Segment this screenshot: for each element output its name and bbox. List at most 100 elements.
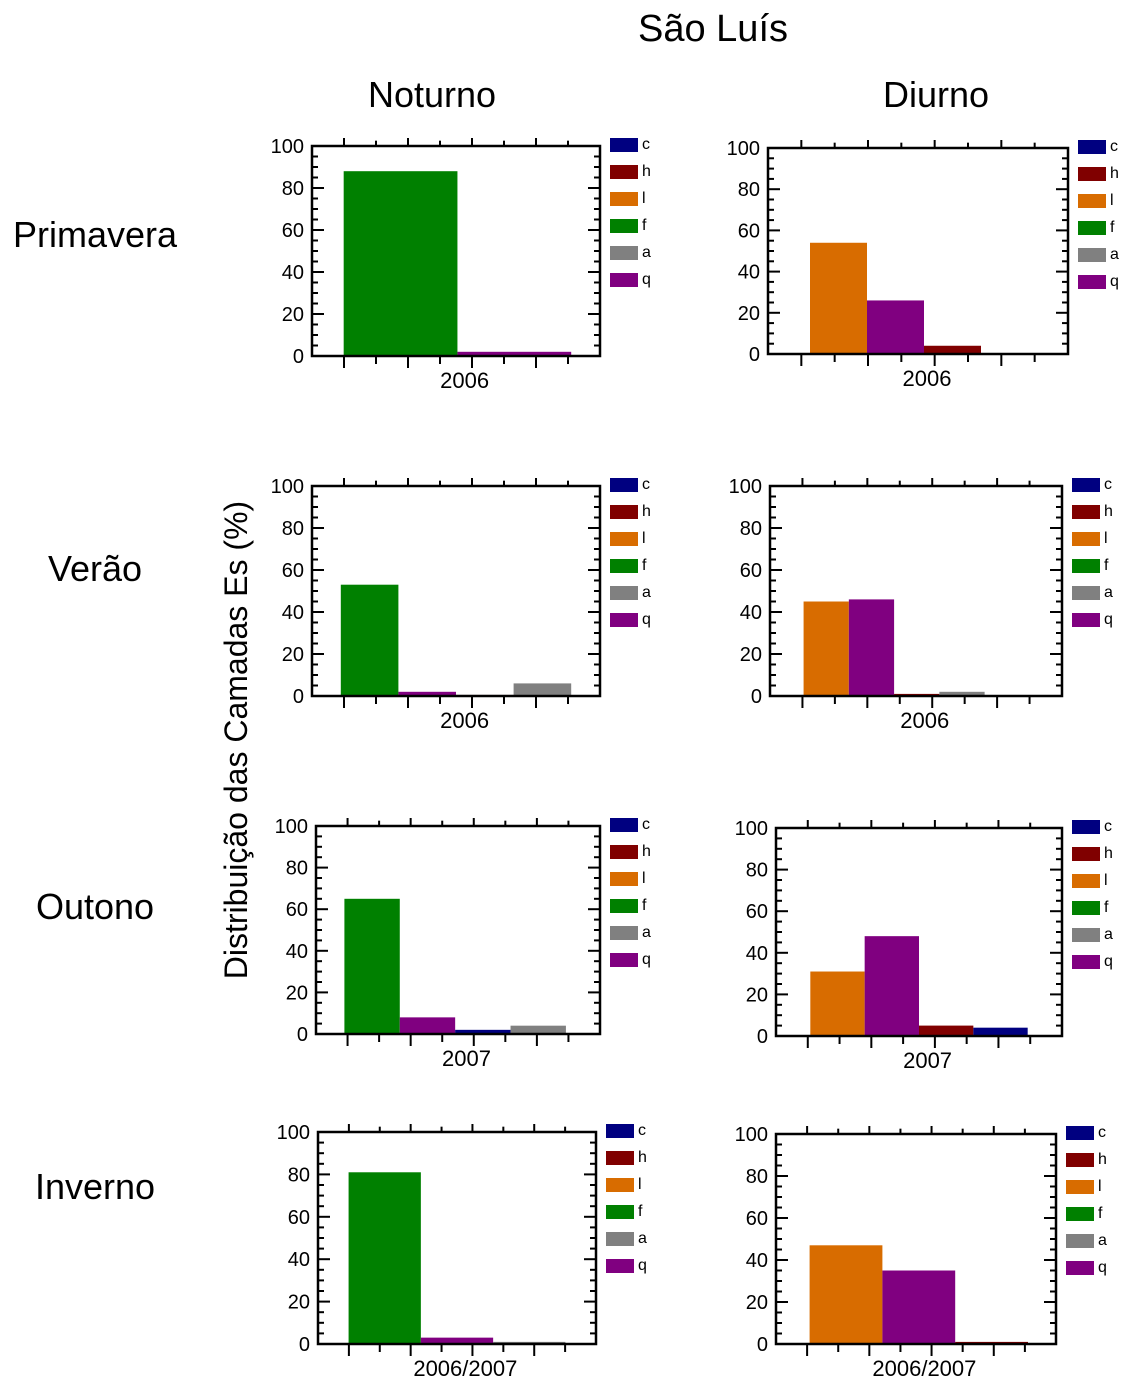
legend-swatch-c [1078,140,1106,154]
legend-label-c: c [638,1122,646,1139]
legend-swatch-f [1072,901,1100,915]
x-category-label: 2006 [440,368,489,393]
y-tick-label: 40 [282,262,304,284]
legend-label-c: c [642,136,650,153]
y-tick-label: 20 [746,1292,768,1314]
legend-swatch-c [610,818,638,832]
bar-q [420,1337,494,1344]
legend-swatch-h [610,165,638,179]
legend-swatch-l [610,192,638,206]
y-tick-label: 100 [275,816,308,838]
y-tick-label: 80 [282,178,304,200]
legend-swatch-f [1066,1207,1094,1221]
bar-l [810,971,865,1036]
bar-f [348,1172,421,1344]
y-tick-label: 40 [746,943,768,965]
legend-label-q: q [1110,273,1119,290]
legend-swatch-a [610,926,638,940]
legend-swatch-c [1066,1126,1094,1140]
y-tick-label: 80 [288,1164,310,1186]
y-tick-label: 40 [740,602,762,624]
legend-swatch-f [610,899,638,913]
legend-label-l: l [1110,192,1114,209]
legend-swatch-q [610,953,638,967]
legend-swatch-h [1078,167,1106,181]
y-tick-label: 0 [299,1334,310,1356]
legend-label-h: h [1104,503,1113,520]
legend-label-l: l [642,870,646,887]
legend-swatch-l [610,872,638,886]
y-tick-label: 100 [271,476,304,498]
bar-h [919,1025,974,1036]
column-title-diurno: Diurno [882,74,990,115]
bar-q [457,351,572,356]
y-tick-label: 0 [297,1024,308,1046]
legend-swatch-l [1066,1180,1094,1194]
row-label-primavera: Primavera [12,214,178,255]
bar-q [867,300,924,354]
legend-swatch-c [606,1124,634,1138]
legend-label-q: q [638,1257,647,1274]
legend-label-a: a [1098,1232,1107,1249]
y-tick-label: 40 [282,602,304,624]
legend-label-f: f [642,217,647,234]
legend-label-q: q [1104,953,1113,970]
legend-swatch-f [610,219,638,233]
legend-label-c: c [1110,138,1118,155]
legend-swatch-a [606,1232,634,1246]
legend-swatch-h [610,505,638,519]
legend-swatch-a [610,246,638,260]
y-tick-label: 0 [293,346,304,368]
y-tick-label: 60 [740,560,762,582]
legend-label-a: a [642,924,651,941]
legend-label-q: q [1104,611,1113,628]
legend-label-h: h [1098,1151,1107,1168]
y-tick-label: 60 [282,220,304,242]
legend-label-c: c [642,816,650,833]
legend-label-f: f [1110,219,1115,236]
bar-q [848,599,895,696]
legend-swatch-h [606,1151,634,1165]
legend-swatch-h [1072,505,1100,519]
legend-label-l: l [1104,872,1108,889]
legend-swatch-a [1072,928,1100,942]
legend-swatch-a [1066,1234,1094,1248]
legend-swatch-l [1078,194,1106,208]
y-tick-label: 40 [746,1250,768,1272]
y-tick-label: 0 [751,686,762,708]
legend-label-l: l [1098,1178,1102,1195]
x-category-label: 2006/2007 [872,1356,976,1378]
legend-label-h: h [642,843,651,860]
legend-swatch-q [1078,275,1106,289]
y-tick-label: 20 [740,644,762,666]
legend-swatch-q [1066,1261,1094,1275]
row-label-outono: Outono [35,886,155,927]
x-category-label: 2006 [900,708,949,733]
y-tick-label: 20 [282,304,304,326]
legend-swatch-q [610,273,638,287]
row-label-inverno: Inverno [34,1166,156,1207]
legend-swatch-l [610,532,638,546]
bar-q [864,936,919,1036]
x-category-label: 2007 [442,1046,491,1071]
bar-a [513,683,572,696]
bar-q [399,1017,456,1034]
legend-label-c: c [642,476,650,493]
figure-title: São Luís [638,8,788,50]
y-tick-label: 20 [288,1292,310,1314]
y-tick-label: 100 [727,138,760,160]
legend-swatch-l [606,1178,634,1192]
legend-label-h: h [638,1149,647,1166]
bar-h [924,345,981,354]
legend-label-f: f [638,1203,643,1220]
legend-swatch-h [610,845,638,859]
legend-label-q: q [642,271,651,288]
bar-l [810,242,867,354]
